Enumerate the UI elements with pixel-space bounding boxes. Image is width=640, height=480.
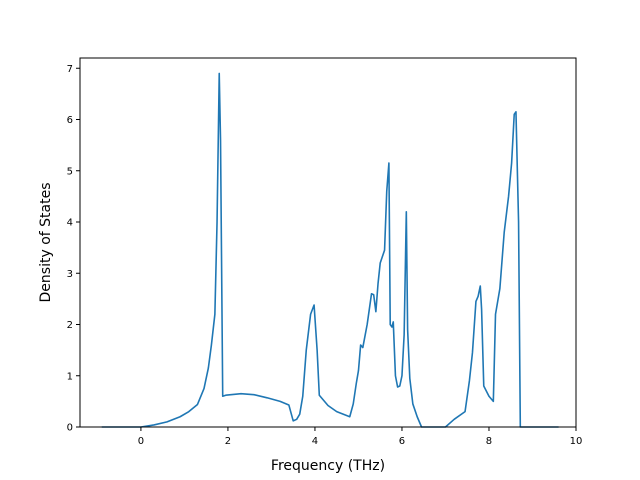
- y-tick-label: 3: [67, 269, 73, 280]
- x-tick-label: 6: [399, 436, 405, 447]
- dos-series-line-0: [101, 72, 559, 428]
- y-tick-label: 4: [67, 218, 73, 229]
- tick-layer: 0 2 4 6 8 10 0 1 2 3 4 5 6 7: [67, 64, 583, 447]
- y-axis-title: Density of States: [38, 183, 54, 303]
- plot-layer: [101, 72, 559, 428]
- y-tick-label: 2: [67, 320, 73, 331]
- x-tick-label: 0: [138, 436, 144, 447]
- x-tick-label: 8: [486, 436, 492, 447]
- y-tick-label: 5: [67, 166, 73, 177]
- y-tick-label: 0: [67, 423, 73, 434]
- y-tick-label: 6: [67, 115, 73, 126]
- plot-frame: [79, 57, 577, 428]
- x-tick-label: 4: [312, 436, 318, 447]
- y-tick-label: 7: [67, 64, 73, 75]
- y-tick-label: 1: [67, 371, 73, 382]
- x-tick-label: 2: [225, 436, 231, 447]
- x-tick-label: 10: [570, 436, 583, 447]
- x-axis-title: Frequency (THz): [271, 458, 385, 474]
